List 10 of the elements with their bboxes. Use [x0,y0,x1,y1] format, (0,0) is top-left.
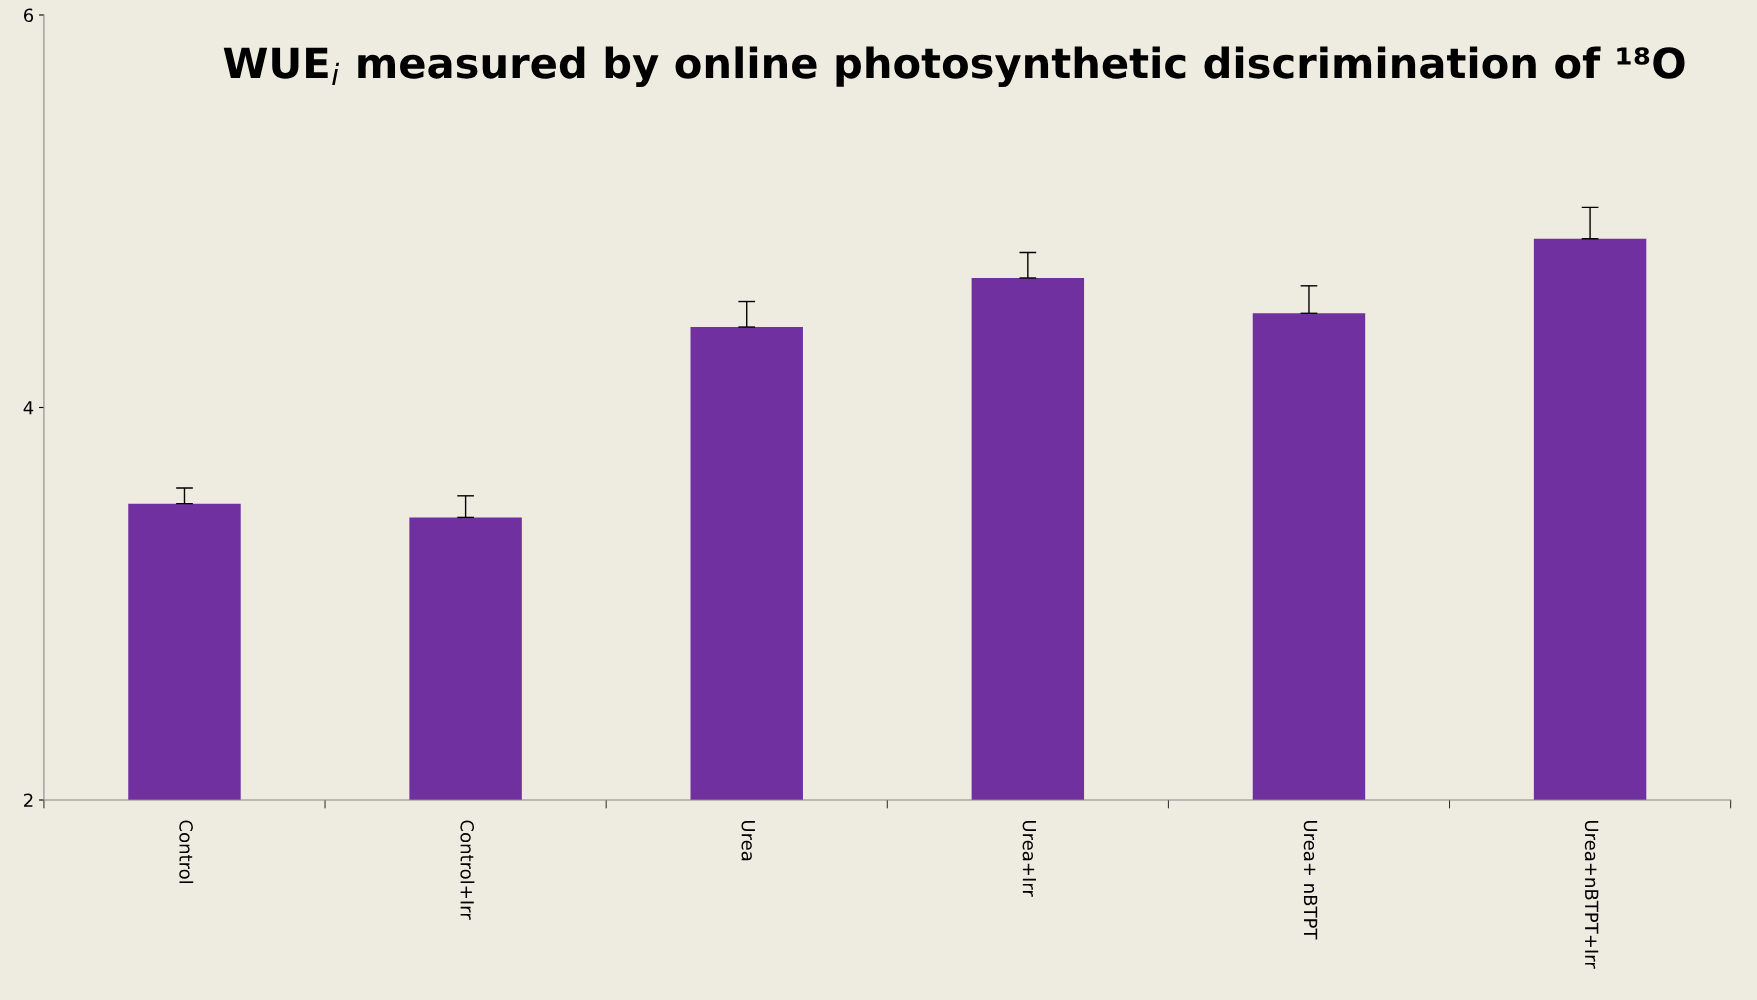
x-tick-label: Urea+Irr [1022,821,1037,897]
y-tick-label: 4 [23,401,34,415]
x-tick-label: Urea+nBTPT+Irr [1584,821,1599,969]
x-tick-label: Urea+ nBTPT [1303,821,1318,940]
x-tick-label: Control+Irr [460,820,475,920]
x-tick-label: Urea [741,821,755,861]
x-tick-label: Control [179,820,194,884]
y-tick-label: 6 [23,8,34,23]
text: WUE$_{i}$ measured by online photosynthetic discrimination of ¹⁸O [223,46,1685,88]
y-tick-label: 2 [24,793,33,807]
